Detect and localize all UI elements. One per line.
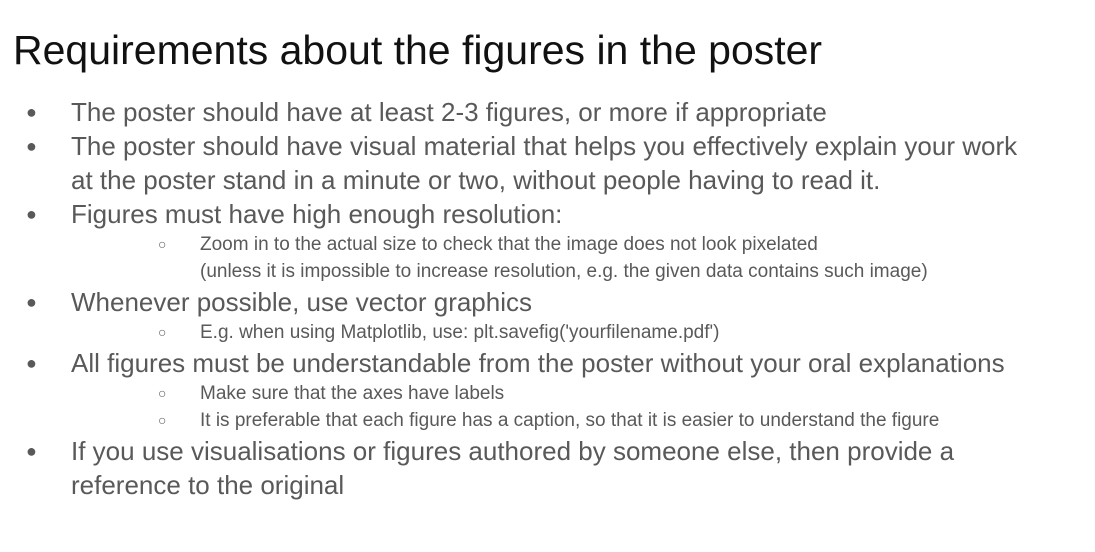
sub-bullet-text: (unless it is impossible to increase res… (200, 261, 928, 282)
sub-bullet-list: ○ Zoom in to the actual size to check th… (71, 231, 1095, 285)
slide-title: Requirements about the figures in the po… (13, 27, 823, 73)
sub-bullet-list: ○ E.g. when using Matplotlib, use: plt.s… (71, 319, 1095, 346)
bullet-text: Figures must have high enough resolution… (71, 199, 563, 229)
circle-bullet-icon: ○ (158, 236, 167, 252)
bullet-item: ● The poster should have at least 2-3 fi… (0, 95, 1095, 129)
bullet-item: ● Whenever possible, use vector graphics… (0, 285, 1095, 346)
bullet-text: Whenever possible, use vector graphics (71, 287, 533, 317)
bullet-item: ● Figures must have high enough resoluti… (0, 197, 1095, 285)
sub-bullet-text: It is preferable that each figure has a … (200, 410, 940, 431)
sub-bullet-text: Make sure that the axes have labels (200, 383, 505, 404)
sub-bullet-item: ○ Make sure that the axes have labels (71, 380, 1095, 407)
bullet-text: The poster should have at least 2-3 figu… (71, 97, 827, 127)
circle-bullet-icon: ○ (158, 385, 167, 401)
bullet-dot-icon: ● (26, 102, 37, 122)
sub-bullet-list: ○ Make sure that the axes have labels ○ … (71, 380, 1095, 434)
bullet-item: ● If you use visualisations or figures a… (0, 434, 1095, 502)
bullet-dot-icon: ● (26, 136, 37, 156)
bullet-text: The poster should have visual material t… (71, 131, 1018, 161)
bullet-list: ● The poster should have at least 2-3 fi… (0, 95, 1095, 502)
sub-bullet-text: E.g. when using Matplotlib, use: plt.sav… (200, 322, 720, 343)
sub-bullet-item: ○ It is preferable that each figure has … (71, 407, 1095, 434)
bullet-dot-icon: ● (26, 441, 37, 461)
bullet-item: ● All figures must be understandable fro… (0, 346, 1095, 434)
bullet-text: reference to the original (71, 470, 345, 500)
sub-bullet-item: ○ E.g. when using Matplotlib, use: plt.s… (71, 319, 1095, 346)
sub-bullet-text: Zoom in to the actual size to check that… (200, 234, 818, 255)
circle-bullet-icon: ○ (158, 412, 167, 428)
bullet-item: ● The poster should have visual material… (0, 129, 1095, 197)
bullet-text: at the poster stand in a minute or two, … (71, 165, 881, 195)
sub-bullet-item: ○ Zoom in to the actual size to check th… (71, 231, 1095, 285)
bullet-text: If you use visualisations or figures aut… (71, 436, 955, 466)
bullet-dot-icon: ● (26, 292, 37, 312)
bullet-dot-icon: ● (26, 353, 37, 373)
bullet-dot-icon: ● (26, 204, 37, 224)
circle-bullet-icon: ○ (158, 324, 167, 340)
bullet-text: All figures must be understandable from … (71, 348, 1005, 378)
